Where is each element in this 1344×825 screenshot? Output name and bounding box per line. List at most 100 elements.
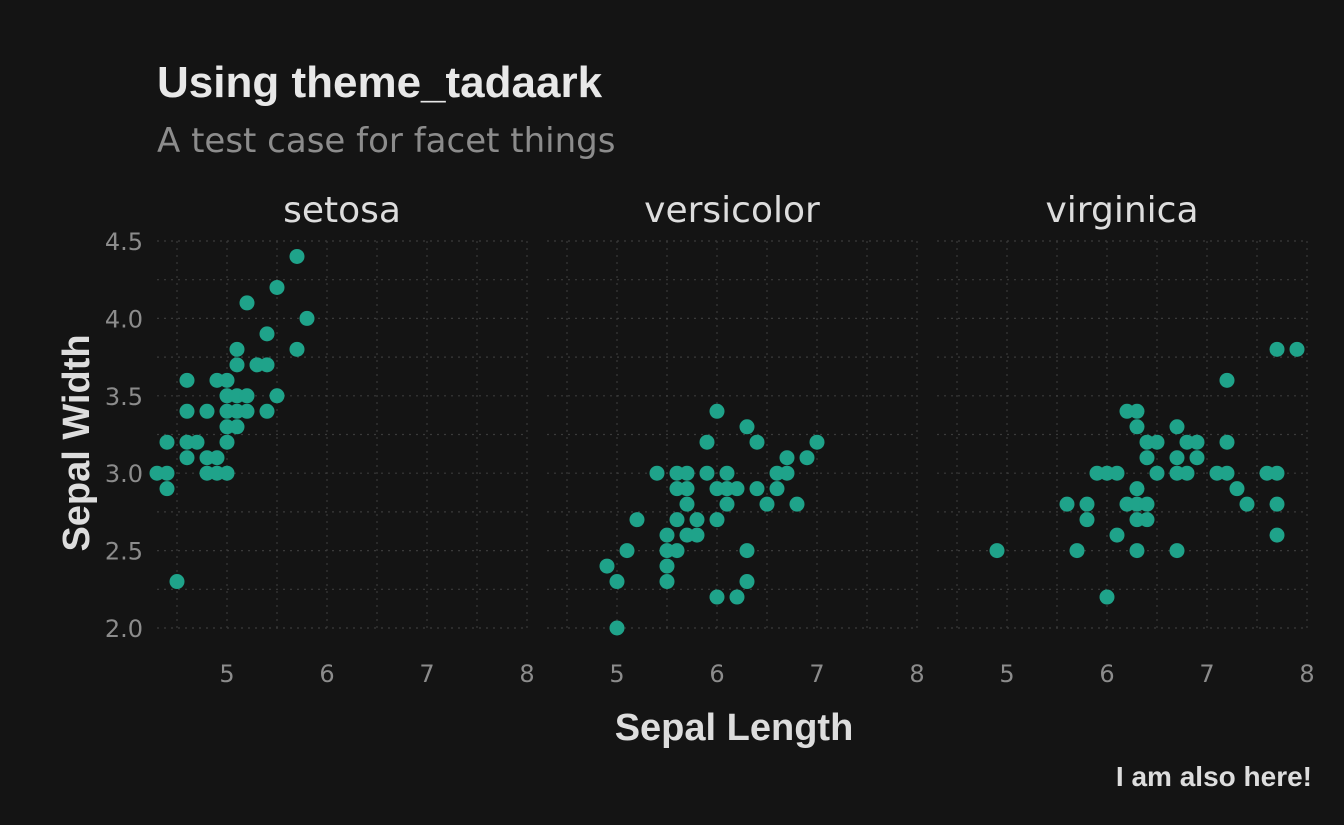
scatter-point — [239, 388, 255, 404]
scatter-point — [179, 450, 195, 466]
scatter-point — [609, 620, 625, 636]
scatter-point — [649, 465, 665, 481]
scatter-point — [779, 465, 795, 481]
scatter-point — [1149, 434, 1165, 450]
scatter-point — [669, 543, 685, 559]
scatter-point — [799, 450, 815, 466]
y-axis-ticks: 2.0 2.5 3.0 3.5 4.0 4.5 — [105, 228, 143, 643]
scatter-point — [239, 403, 255, 419]
scatter-point — [659, 558, 675, 574]
scatter-point — [689, 512, 705, 528]
scatter-point — [219, 372, 235, 388]
x-tick-label: 6 — [1099, 660, 1114, 688]
scatter-point — [259, 326, 275, 342]
scatter-point — [659, 527, 675, 543]
y-tick-label: 4.5 — [105, 228, 143, 256]
scatter-point — [619, 543, 635, 559]
scatter-point — [229, 419, 245, 435]
scatter-point — [1129, 543, 1145, 559]
scatter-point — [1189, 450, 1205, 466]
scatter-point — [1169, 450, 1185, 466]
chart-caption: I am also here! — [1116, 761, 1312, 792]
scatter-point — [1239, 496, 1255, 512]
y-tick-label: 3.0 — [105, 460, 143, 488]
x-tick-label: 5 — [999, 660, 1014, 688]
scatter-point — [289, 248, 305, 264]
scatter-point — [719, 465, 735, 481]
scatter-point — [719, 496, 735, 512]
scatter-point — [299, 310, 315, 326]
y-tick-label: 4.0 — [105, 305, 143, 333]
scatter-point — [179, 403, 195, 419]
y-tick-label: 2.5 — [105, 538, 143, 566]
scatter-point — [159, 465, 175, 481]
scatter-point — [669, 512, 685, 528]
scatter-point — [289, 341, 305, 357]
scatter-point — [1289, 341, 1305, 357]
scatter-point — [239, 295, 255, 311]
scatter-point — [709, 403, 725, 419]
y-tick-label: 3.5 — [105, 383, 143, 411]
scatter-point — [789, 496, 805, 512]
scatter-point — [259, 357, 275, 373]
scatter-point — [699, 465, 715, 481]
scatter-point — [749, 434, 765, 450]
scatter-point — [1069, 543, 1085, 559]
x-tick-label: 5 — [609, 660, 624, 688]
scatter-point — [689, 527, 705, 543]
scatter-point — [679, 465, 695, 481]
scatter-point — [209, 450, 225, 466]
scatter-point — [749, 481, 765, 497]
scatter-point — [759, 496, 775, 512]
scatter-point — [1219, 465, 1235, 481]
scatter-point — [739, 543, 755, 559]
scatter-point — [679, 496, 695, 512]
scatter-point — [159, 434, 175, 450]
scatter-point — [779, 450, 795, 466]
scatter-point — [269, 388, 285, 404]
scatter-point — [809, 434, 825, 450]
scatter-point — [1269, 465, 1285, 481]
scatter-point — [1179, 465, 1195, 481]
scatter-point — [1139, 512, 1155, 528]
scatter-point — [1229, 481, 1245, 497]
scatter-point — [659, 574, 675, 590]
scatter-point — [159, 481, 175, 497]
scatter-point — [1269, 527, 1285, 543]
scatter-point — [1269, 496, 1285, 512]
x-tick-label: 8 — [909, 660, 924, 688]
scatter-point — [1219, 434, 1235, 450]
scatter-point — [259, 403, 275, 419]
x-tick-label: 8 — [519, 660, 534, 688]
facet-panels: setosa 5 6 7 8 versicolor 5 6 7 8 virginica 5 6 7 8 — [149, 190, 1315, 688]
scatter-point — [729, 589, 745, 605]
scatter-point — [739, 574, 755, 590]
scatter-point — [1139, 496, 1155, 512]
scatter-point — [729, 481, 745, 497]
facet-panel-virginica: virginica 5 6 7 8 — [937, 190, 1315, 688]
scatter-point — [709, 589, 725, 605]
scatter-point — [769, 481, 785, 497]
x-tick-label: 7 — [419, 660, 434, 688]
x-tick-label: 7 — [809, 660, 824, 688]
scatter-point — [199, 403, 215, 419]
scatter-point — [1079, 496, 1095, 512]
facet-strip-label: versicolor — [644, 190, 820, 231]
x-tick-label: 6 — [709, 660, 724, 688]
scatter-point — [269, 279, 285, 295]
scatter-point — [709, 512, 725, 528]
scatter-point — [1079, 512, 1095, 528]
scatter-point — [989, 543, 1005, 559]
chart-subtitle: A test case for facet things — [157, 121, 615, 161]
scatter-point — [219, 465, 235, 481]
facet-strip-label: setosa — [283, 190, 401, 231]
scatter-point — [229, 357, 245, 373]
scatter-point — [179, 372, 195, 388]
scatter-point — [599, 558, 615, 574]
scatter-point — [1109, 465, 1125, 481]
scatter-point — [1129, 403, 1145, 419]
scatter-point — [1169, 419, 1185, 435]
scatter-point — [739, 419, 755, 435]
